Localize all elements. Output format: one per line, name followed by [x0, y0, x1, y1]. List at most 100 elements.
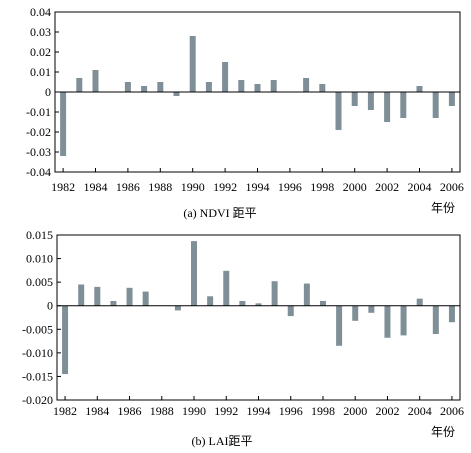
ndvi-bar-1987: [141, 86, 148, 92]
lai-bar-2000: [352, 305, 359, 321]
ndvi-bar-2000: [351, 92, 358, 106]
lai-x-tick-label: 1988: [150, 404, 174, 418]
lai-bar-1985: [110, 301, 117, 306]
lai-caption: (b) LAI距平: [192, 434, 253, 448]
lai-x-tick-label: 1984: [85, 404, 109, 418]
ndvi-x-tick-label: 1982: [51, 180, 75, 194]
ndvi-bar-1993: [238, 80, 245, 92]
ndvi-bar-1994: [254, 84, 261, 92]
lai-bar-1997: [303, 283, 310, 306]
lai-y-tick-label: 0.010: [26, 252, 53, 266]
ndvi-bar-1995: [270, 80, 277, 92]
lai-bar-1984: [94, 286, 101, 306]
lai-bar-1983: [78, 284, 85, 306]
lai-x-tick-label: 1992: [214, 404, 238, 418]
ndvi-x-axis-label: 年份: [431, 201, 455, 215]
ndvi-caption: (a) NDVI 距平: [183, 206, 256, 220]
lai-bar-1995: [271, 281, 278, 306]
ndvi-bar-1982: [60, 92, 67, 156]
lai-bar-2002: [384, 305, 391, 338]
lai-bar-1999: [336, 305, 343, 346]
ndvi-x-tick-label: 1998: [310, 180, 334, 194]
ndvi-y-tick-label: -0.01: [26, 105, 51, 119]
ndvi-y-tick-label: 0.04: [30, 5, 51, 19]
lai-x-axis-label: 年份: [431, 425, 455, 439]
lai-x-tick-label: 1996: [279, 404, 303, 418]
ndvi-y-tick-label: -0.04: [26, 165, 51, 179]
ndvi-bar-1989: [173, 92, 180, 96]
ndvi-x-tick-label: 1984: [84, 180, 108, 194]
ndvi-bar-2003: [400, 92, 407, 118]
ndvi-bars: [60, 36, 455, 156]
lai-bar-2003: [400, 305, 407, 336]
ndvi-y-tick-label: 0: [45, 85, 51, 99]
lai-y-tick-label: -0.005: [22, 322, 53, 336]
lai-bar-1993: [239, 301, 246, 306]
lai-bar-2001: [368, 305, 375, 313]
ndvi-y-tick-label: -0.03: [26, 145, 51, 159]
ndvi-y-tick-label: 0.01: [30, 65, 51, 79]
ndvi-x-tick-label: 2004: [408, 180, 432, 194]
lai-y-tick-label: -0.010: [22, 346, 53, 360]
lai-bar-1990: [191, 241, 198, 306]
lai-x-tick-label: 1994: [247, 404, 271, 418]
ndvi-x-tick-label: 1996: [278, 180, 302, 194]
lai-plot-frame: [56, 234, 461, 401]
lai-x-tick-label: 1982: [53, 404, 77, 418]
ndvi-bar-1986: [124, 82, 131, 92]
ndvi-x-tick-label: 1990: [181, 180, 205, 194]
lai-bar-2004: [416, 298, 423, 306]
lai-bar-2006: [448, 305, 455, 323]
lai-x-tick-label: 1986: [118, 404, 142, 418]
lai-x-tick-label: 1990: [182, 404, 206, 418]
ndvi-y-tick-label: -0.02: [26, 125, 51, 139]
ndvi-bar-2001: [367, 92, 374, 110]
ndvi-y-axis: -0.04 -0.03 -0.02 -0.01 0 0.01 0.02 0.03 0.04: [26, 5, 59, 179]
ndvi-x-tick-label: 2002: [375, 180, 399, 194]
lai-bar-1991: [207, 296, 214, 306]
ndvi-y-tick-label: 0.03: [30, 25, 51, 39]
lai-y-tick-label: 0.015: [26, 228, 53, 242]
lai-x-tick-label: 2006: [440, 404, 464, 418]
ndvi-bar-2005: [432, 92, 439, 118]
lai-y-axis: -0.020 -0.015 -0.010 -0.005 0 0.005 0.010 0.015: [22, 228, 61, 407]
lai-bar-1996: [287, 305, 294, 317]
lai-bar-1994: [255, 303, 262, 306]
lai-bar-1992: [223, 270, 230, 306]
ndvi-x-tick-label: 2006: [440, 180, 464, 194]
lai-x-tick-label: 2002: [375, 404, 399, 418]
lai-bar-1987: [142, 291, 149, 306]
ndvi-x-tick-label: 2000: [343, 180, 367, 194]
ndvi-bar-1984: [92, 70, 99, 92]
lai-x-tick-label: 2000: [343, 404, 367, 418]
ndvi-bar-2004: [416, 86, 423, 92]
ndvi-anomaly-panel: -0.04 -0.03 -0.02 -0.01 0 0.01 0.02 0.03 0.04 19…: [26, 5, 464, 220]
lai-bar-1982: [62, 305, 69, 375]
lai-y-tick-label: 0: [47, 299, 53, 313]
ndvi-bar-1997: [303, 78, 310, 92]
lai-y-tick-label: -0.020: [22, 393, 53, 407]
ndvi-bar-1990: [189, 36, 196, 92]
lai-bar-1998: [319, 301, 326, 306]
lai-bar-1989: [174, 305, 181, 311]
lai-x-tick-label: 1998: [311, 404, 335, 418]
lai-anomaly-panel: -0.020 -0.015 -0.010 -0.005 0 0.005 0.010 0.015…: [22, 228, 464, 448]
ndvi-bar-2006: [448, 92, 455, 106]
ndvi-bar-1998: [319, 84, 326, 92]
ndvi-bar-2002: [384, 92, 391, 122]
ndvi-x-tick-label: 1986: [116, 180, 140, 194]
ndvi-bar-1991: [205, 82, 212, 92]
ndvi-x-tick-label: 1994: [246, 180, 270, 194]
ndvi-x-tick-label: 1988: [148, 180, 172, 194]
ndvi-bar-1999: [335, 92, 342, 130]
ndvi-x-axis: 1982 1984 1986 1988 1990 1992 1994 1996 1998 2000…: [51, 168, 464, 194]
ndvi-y-tick-label: 0.02: [30, 45, 51, 59]
ndvi-bar-1988: [157, 82, 164, 92]
lai-x-axis: 1982 1984 1986 1988 1990 1992 1994 1996 1998 2000…: [53, 396, 464, 418]
lai-bar-2005: [432, 305, 439, 334]
lai-y-tick-label: -0.015: [22, 369, 53, 383]
ndvi-bar-1992: [222, 62, 229, 92]
ndvi-x-tick-label: 1992: [213, 180, 237, 194]
lai-x-tick-label: 2004: [408, 404, 432, 418]
